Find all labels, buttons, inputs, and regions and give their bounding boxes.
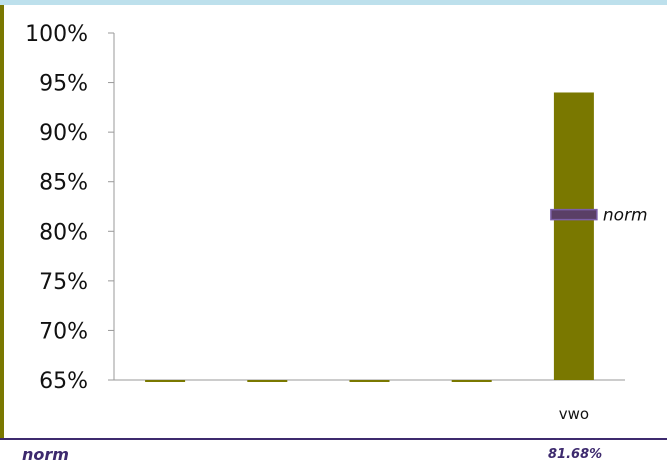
norm-label: norm — [603, 206, 648, 226]
y-tick-label: 90% — [39, 121, 88, 146]
bar — [247, 380, 288, 382]
y-tick-label: 95% — [39, 72, 88, 97]
y-tick-label: 75% — [39, 270, 88, 295]
left-border — [0, 5, 4, 438]
y-tick-label: 65% — [39, 369, 88, 394]
bar — [553, 92, 594, 380]
norm-marker — [550, 208, 598, 221]
y-tick-label: 70% — [39, 319, 88, 344]
category-labels: vwo — [559, 405, 589, 423]
footer-label: norm — [22, 445, 69, 464]
bar-chart: 100% 95% 90% 85% 80% 75% 70% 65% vwo norm — [25, 22, 648, 423]
norm-marker-group: norm — [550, 206, 648, 226]
footer-bar: norm 81.68% — [0, 438, 667, 468]
y-tick-label: 100% — [25, 22, 88, 47]
bar — [145, 380, 186, 382]
top-border — [0, 0, 667, 5]
bar — [349, 380, 390, 382]
y-ticks: 100% 95% 90% 85% 80% 75% 70% 65% — [25, 22, 114, 394]
bars — [145, 92, 594, 382]
y-tick-label: 85% — [39, 171, 88, 196]
y-tick-label: 80% — [39, 220, 88, 245]
category-label: vwo — [559, 405, 589, 423]
footer-value: 81.68% — [548, 447, 603, 462]
bar — [451, 380, 492, 382]
